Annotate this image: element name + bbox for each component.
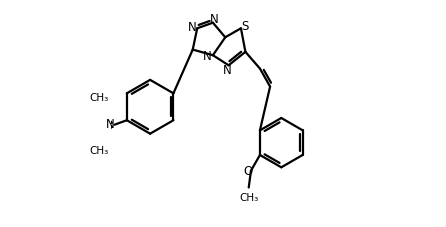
- Text: N: N: [188, 21, 197, 34]
- Text: N: N: [203, 50, 212, 64]
- Text: N: N: [106, 118, 115, 131]
- Text: CH₃: CH₃: [239, 193, 258, 203]
- Text: CH₃: CH₃: [89, 93, 108, 103]
- Text: CH₃: CH₃: [89, 146, 108, 156]
- Text: S: S: [241, 20, 249, 32]
- Text: N: N: [210, 13, 219, 26]
- Text: N: N: [223, 64, 232, 77]
- Text: O: O: [243, 165, 252, 178]
